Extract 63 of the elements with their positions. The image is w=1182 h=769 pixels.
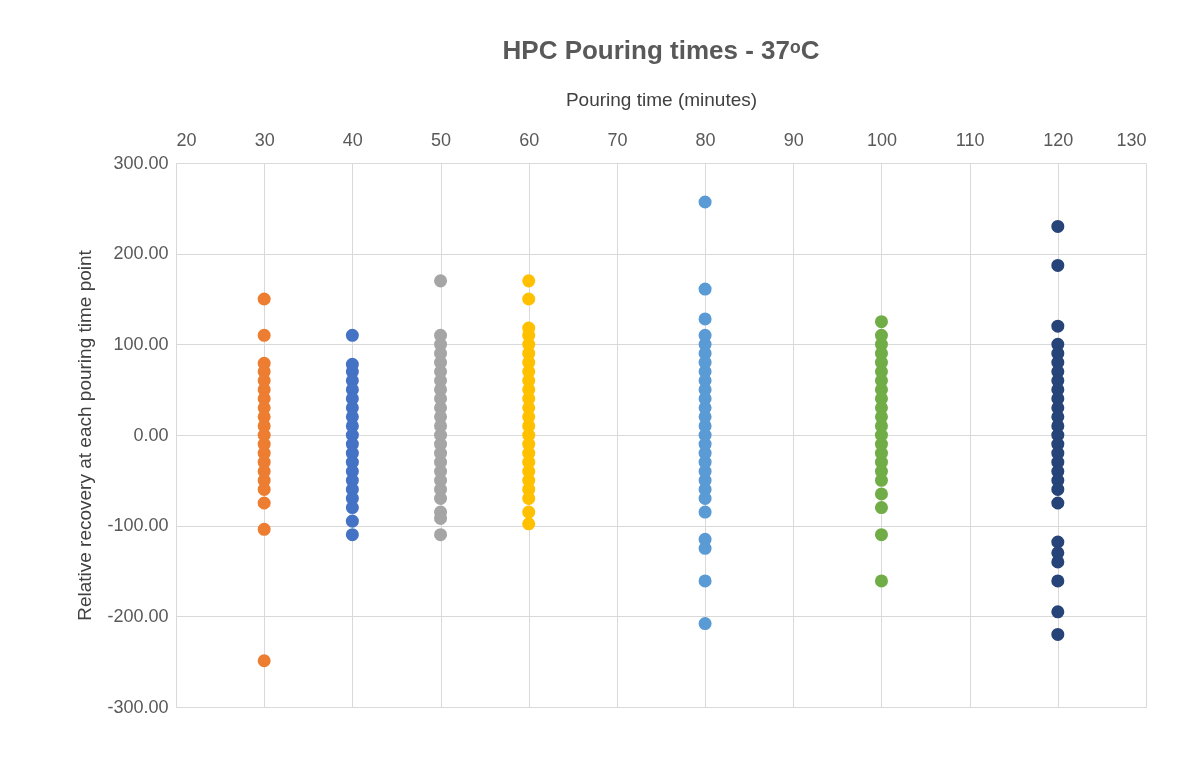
- point: [1051, 535, 1065, 549]
- x-tick-label: 80: [695, 129, 716, 150]
- point: [698, 195, 712, 209]
- y-tick-label: -200.00: [107, 605, 169, 626]
- y-tick-label: -300.00: [107, 696, 169, 717]
- point: [1051, 219, 1065, 233]
- x-axis-title: Pouring time (minutes): [565, 88, 758, 110]
- point: [257, 292, 271, 306]
- point: [698, 491, 712, 505]
- x-tick-label: 90: [783, 129, 804, 150]
- point: [257, 654, 271, 668]
- y-tick-label: 0.00: [133, 424, 169, 445]
- point: [1051, 319, 1065, 333]
- point: [522, 274, 536, 288]
- point: [257, 496, 271, 510]
- point: [434, 528, 448, 542]
- x-tick-label: 110: [955, 129, 985, 150]
- point: [1051, 482, 1065, 496]
- point: [345, 528, 359, 542]
- point: [698, 505, 712, 519]
- point: [1051, 258, 1065, 272]
- x-tick-label: 120: [1043, 129, 1074, 150]
- point: [1051, 496, 1065, 510]
- point: [698, 541, 712, 555]
- point: [522, 491, 536, 505]
- point: [874, 473, 888, 487]
- x-tick-label: 130: [1116, 129, 1147, 150]
- y-tick-label: 100.00: [113, 333, 169, 354]
- x-tick-label: 20: [176, 129, 197, 150]
- point: [522, 505, 536, 519]
- point: [1051, 555, 1065, 569]
- point: [345, 328, 359, 342]
- point: [874, 501, 888, 515]
- point: [257, 328, 271, 342]
- point: [257, 482, 271, 496]
- x-tick-label: 30: [254, 129, 275, 150]
- y-tick-label: 200.00: [113, 243, 169, 264]
- point: [874, 528, 888, 542]
- point: [345, 501, 359, 515]
- point: [434, 274, 448, 288]
- point: [345, 514, 359, 528]
- point: [698, 312, 712, 326]
- y-axis-title: Relative recovery at each pouring time point: [74, 249, 96, 621]
- point: [874, 315, 888, 329]
- x-tick-label: 40: [342, 129, 363, 150]
- x-tick-label: 70: [607, 129, 628, 150]
- y-tick-label: -100.00: [107, 515, 169, 536]
- point: [698, 617, 712, 631]
- point: [522, 517, 536, 531]
- point: [522, 292, 536, 306]
- point: [257, 522, 271, 536]
- x-tick-label: 100: [866, 129, 897, 150]
- point: [698, 574, 712, 588]
- point: [874, 487, 888, 501]
- chart-title: HPC Pouring times - 37ᵒC: [502, 35, 820, 65]
- point: [874, 574, 888, 588]
- point: [698, 282, 712, 296]
- point: [1051, 605, 1065, 619]
- x-tick-label: 60: [519, 129, 540, 150]
- point: [1051, 627, 1065, 641]
- x-tick-label: 50: [431, 129, 452, 150]
- y-tick-label: 300.00: [113, 152, 169, 173]
- point: [1051, 574, 1065, 588]
